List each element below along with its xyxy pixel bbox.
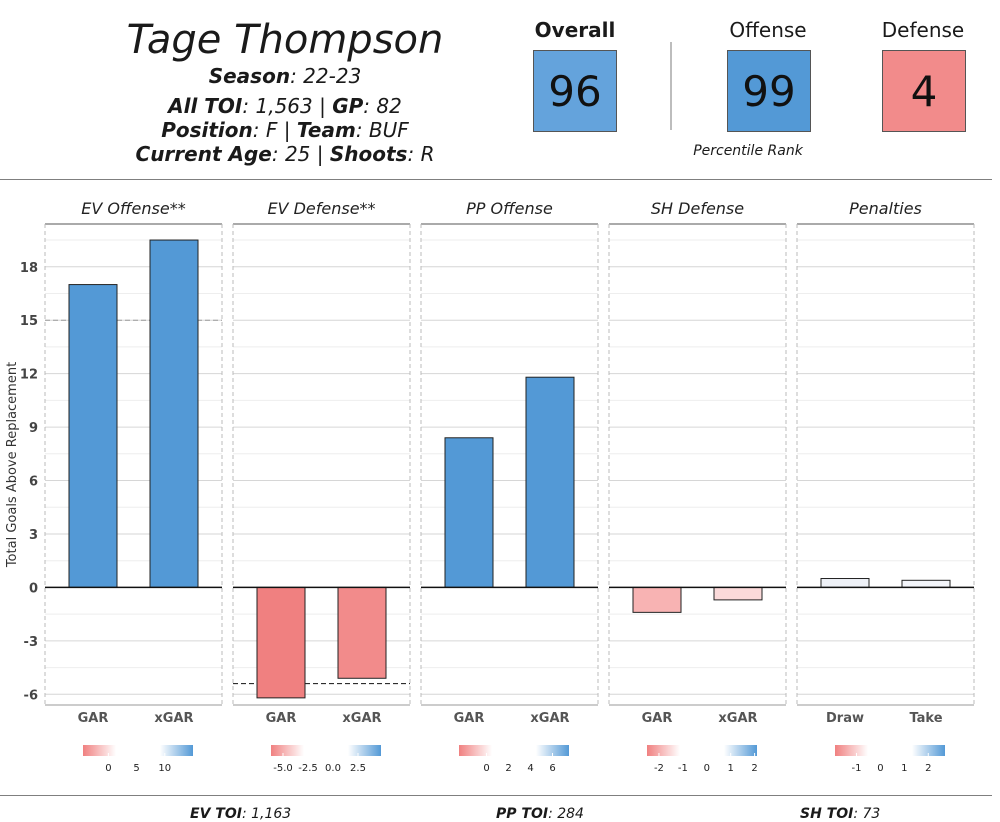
x-tick-label: Take <box>909 711 942 726</box>
x-tick-label: GAR <box>266 711 297 726</box>
legend-tick-label: 0 <box>483 763 489 774</box>
y-tick-label: 9 <box>29 421 38 436</box>
panel-title: EV Offense** <box>81 199 185 218</box>
bar-gar <box>444 437 494 588</box>
legend-tick-label: 2 <box>505 763 511 774</box>
bar-xgar <box>337 586 387 679</box>
legend-tick-label: 0.0 <box>325 763 341 774</box>
ev-toi-text: EV TOI: 1,163 <box>190 806 292 822</box>
rank-divider <box>670 42 672 130</box>
y-tick-label: 15 <box>20 314 38 329</box>
gar-chart: Total Goals Above Replacement-6-30369121… <box>5 199 975 774</box>
x-tick-label: xGAR <box>342 711 381 726</box>
legend-tick-label: 0 <box>877 763 883 774</box>
color-legend-bar <box>271 745 381 756</box>
offense-label: Offense <box>729 18 807 42</box>
bar-xgar <box>525 376 575 588</box>
legend-tick-label: 4 <box>527 763 533 774</box>
sh-toi-text: SH TOI: 73 <box>800 806 881 822</box>
panel-title: Penalties <box>849 199 922 218</box>
legend-tick-label: 5 <box>133 763 139 774</box>
legend-tick-label: 0 <box>704 763 710 774</box>
legend-tick-label: -5.0 <box>273 763 293 774</box>
y-tick-label: 3 <box>29 528 38 543</box>
y-tick-label: 0 <box>29 581 38 596</box>
bar-gar <box>632 586 682 613</box>
overall-rank-box: 96 <box>533 50 617 132</box>
percentile-rank-label: Percentile Rank <box>693 143 803 159</box>
panel-title: SH Defense <box>651 199 744 218</box>
bar-xgar <box>713 586 763 601</box>
toi-gp-line: All TOI: 1,563 | GP: 82 <box>168 94 402 118</box>
season-line: Season: 22-23 <box>208 64 362 88</box>
pp-toi-text: PP TOI: 284 <box>496 806 584 822</box>
bar-take <box>901 579 951 588</box>
age-shoots-line: Current Age: 25 | Shoots: R <box>135 142 435 166</box>
legend-tick-label: -1 <box>678 763 688 774</box>
bar-gar <box>256 586 306 699</box>
header-divider <box>0 179 992 180</box>
defense-label: Defense <box>881 18 965 42</box>
legend-tick-label: 2.5 <box>350 763 366 774</box>
legend-tick-label: 0 <box>105 763 111 774</box>
bar-gar <box>68 284 118 588</box>
y-tick-label: 18 <box>20 261 38 276</box>
position-team-line: Position: F | Team: BUF <box>161 118 409 142</box>
player-name: Tage Thompson <box>126 17 444 63</box>
offense-rank-box: 99 <box>727 50 811 132</box>
overall-label: Overall <box>534 18 616 42</box>
x-tick-label: GAR <box>78 711 109 726</box>
x-tick-label: xGAR <box>530 711 569 726</box>
color-legend-bar <box>83 745 193 756</box>
legend-tick-label: 1 <box>728 763 734 774</box>
legend-tick-label: 10 <box>158 763 171 774</box>
bar-draw <box>820 578 870 588</box>
panel-title: PP Offense <box>466 199 553 218</box>
legend-tick-label: 2 <box>751 763 757 774</box>
x-tick-label: GAR <box>454 711 485 726</box>
color-legend-bar <box>647 745 757 756</box>
color-legend-bar <box>459 745 569 756</box>
bar-xgar <box>149 239 199 588</box>
legend-tick-label: 6 <box>549 763 555 774</box>
legend-tick-label: -2 <box>654 763 664 774</box>
legend-tick-label: -1 <box>852 763 862 774</box>
footer-divider <box>0 795 992 796</box>
y-tick-label: 12 <box>20 368 38 383</box>
legend-tick-label: -2.5 <box>298 763 318 774</box>
x-tick-label: xGAR <box>154 711 193 726</box>
x-tick-label: GAR <box>642 711 673 726</box>
panel-title: EV Defense** <box>267 199 375 218</box>
color-legend-bar <box>835 745 945 756</box>
y-tick-label: -6 <box>24 688 38 703</box>
x-tick-label: Draw <box>826 711 864 726</box>
y-tick-label: 6 <box>29 475 38 490</box>
y-axis-label: Total Goals Above Replacement <box>5 362 20 568</box>
defense-rank-box: 4 <box>882 50 966 132</box>
legend-tick-label: 2 <box>925 763 931 774</box>
y-tick-label: -3 <box>24 635 38 650</box>
x-tick-label: xGAR <box>718 711 757 726</box>
legend-tick-label: 1 <box>901 763 907 774</box>
